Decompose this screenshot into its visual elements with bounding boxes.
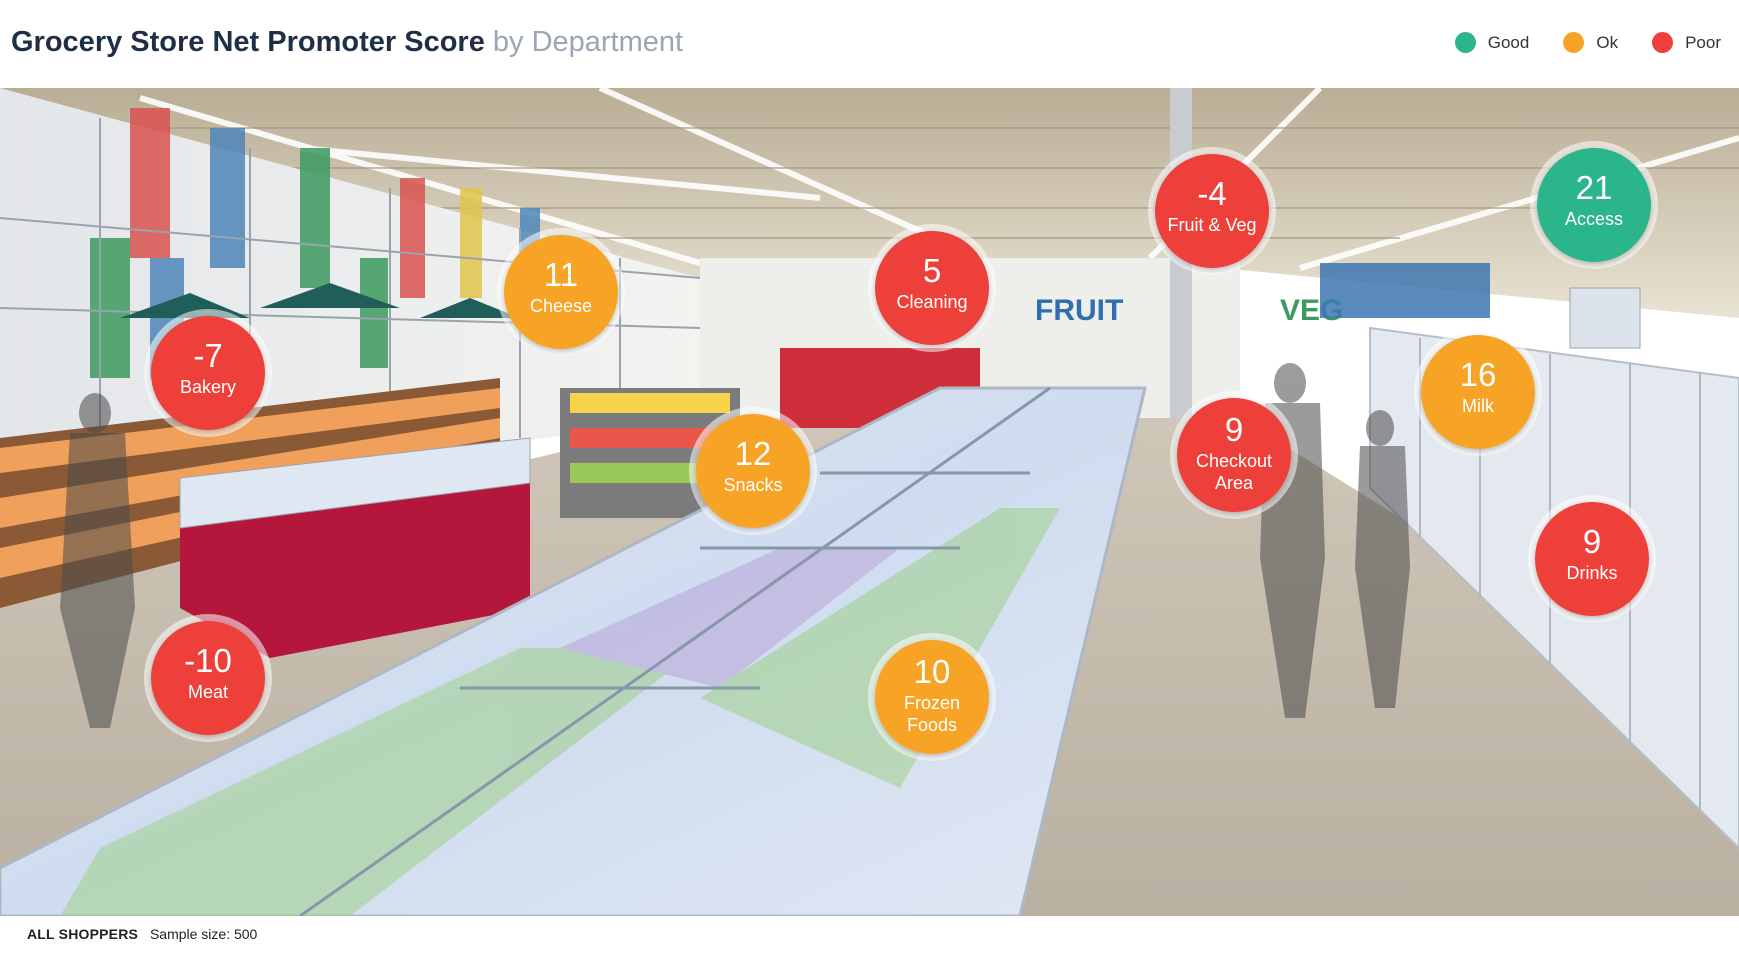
title-main: Grocery Store Net Promoter Score xyxy=(11,26,485,58)
bubble-cheese: 11 Cheese xyxy=(497,228,625,356)
bubble-label-cheese: Cheese xyxy=(530,296,592,316)
bubble-value-milk: 16 xyxy=(1460,356,1497,393)
legend: Good Ok Poor xyxy=(1421,32,1721,53)
bubble-snacks: 12 Snacks xyxy=(689,407,817,535)
footer: ALL SHOPPERS Sample size: 500 xyxy=(27,926,257,942)
title-subtitle: by Department xyxy=(492,26,684,58)
bubble-circle-checkout-area xyxy=(1177,398,1291,512)
freezer-patterns xyxy=(60,508,1060,916)
bubble-bakery: -7 Bakery xyxy=(144,309,272,437)
bubble-label-drinks: Drinks xyxy=(1566,563,1617,583)
bubble-circle-frozen-foods xyxy=(875,640,989,754)
meat-counter-top xyxy=(179,437,531,529)
chart-title: Grocery Store Net Promoter Score by Depa… xyxy=(11,26,683,59)
legend-label-poor: Poor xyxy=(1685,32,1721,52)
bubble-circle-access xyxy=(1537,148,1651,262)
bubble-circle-milk xyxy=(1421,335,1535,449)
bubble-label-access: Access xyxy=(1565,209,1623,229)
bubble-label-cleaning: Cleaning xyxy=(896,292,967,312)
back-shelf-screen xyxy=(1320,263,1490,318)
ceiling xyxy=(0,88,1739,318)
store-illustration: FRUIT VEG xyxy=(0,88,1739,916)
legend-item-poor: Poor xyxy=(1652,32,1721,53)
bubble-value-snacks: 12 xyxy=(735,435,772,472)
bubble-value-bakery: -7 xyxy=(193,337,222,374)
legend-item-ok: Ok xyxy=(1563,32,1618,53)
bubble-meat: -10 Meat xyxy=(144,614,272,742)
bubble-value-checkout-area: 9 xyxy=(1225,411,1243,448)
bubble-value-cheese: 11 xyxy=(544,256,578,293)
bubble-circle-meat xyxy=(151,621,265,735)
bubble-drinks: 9 Drinks xyxy=(1528,495,1656,623)
legend-label-good: Good xyxy=(1487,32,1530,52)
bubble-value-meat: -10 xyxy=(184,642,232,679)
sample-size: Sample size: 500 xyxy=(149,926,258,942)
fruit-sign: FRUIT xyxy=(1035,294,1123,327)
legend-dot-good xyxy=(1454,32,1476,53)
legend-dot-poor xyxy=(1652,32,1674,53)
bubble-access: 21 Access xyxy=(1530,141,1658,269)
bubble-value-access: 21 xyxy=(1576,169,1613,206)
nps-bubbles: -7 Bakery 11 Cheese 5 Cleaning -4 Fruit & Veg 21… xyxy=(144,141,1658,761)
bubble-milk: 16 Milk xyxy=(1414,328,1542,456)
bubble-value-fruit-veg: -4 xyxy=(1197,175,1226,212)
bubble-circle-cheese xyxy=(504,235,618,349)
bubble-circle-bakery xyxy=(151,316,265,430)
bubble-label-meat: Meat xyxy=(188,682,228,702)
legend-item-good: Good xyxy=(1454,32,1530,53)
chart-header: Grocery Store Net Promoter Score by Depa… xyxy=(0,0,1739,88)
bubble-value-frozen-foods: 10 xyxy=(914,653,951,690)
bubble-cleaning: 5 Cleaning xyxy=(868,224,996,352)
bubble-label-frozen-foods: Frozen Foods xyxy=(904,693,960,735)
legend-label-ok: Ok xyxy=(1596,32,1619,52)
bubble-label-snacks: Snacks xyxy=(723,475,782,495)
bubble-value-cleaning: 5 xyxy=(923,252,941,289)
bubble-value-drinks: 9 xyxy=(1583,523,1601,560)
bubble-label-checkout-area: Checkout Area xyxy=(1196,451,1272,493)
back-door xyxy=(1569,287,1641,349)
bubble-circle-snacks xyxy=(696,414,810,528)
bubble-label-bakery: Bakery xyxy=(180,377,236,397)
segment-label: ALL SHOPPERS xyxy=(27,926,139,942)
bubble-circle-cleaning xyxy=(875,231,989,345)
bubble-circle-fruit-veg xyxy=(1155,154,1269,268)
bubble-fruit-veg: -4 Fruit & Veg xyxy=(1148,147,1276,275)
legend-dot-ok xyxy=(1563,32,1585,53)
bubble-label-milk: Milk xyxy=(1462,396,1495,416)
bubble-label-fruit-veg: Fruit & Veg xyxy=(1167,215,1256,235)
meat-counter xyxy=(180,478,530,658)
bubble-circle-drinks xyxy=(1535,502,1649,616)
freezer-dividers xyxy=(299,386,1051,916)
store-scene: FRUIT VEG xyxy=(0,88,1739,916)
